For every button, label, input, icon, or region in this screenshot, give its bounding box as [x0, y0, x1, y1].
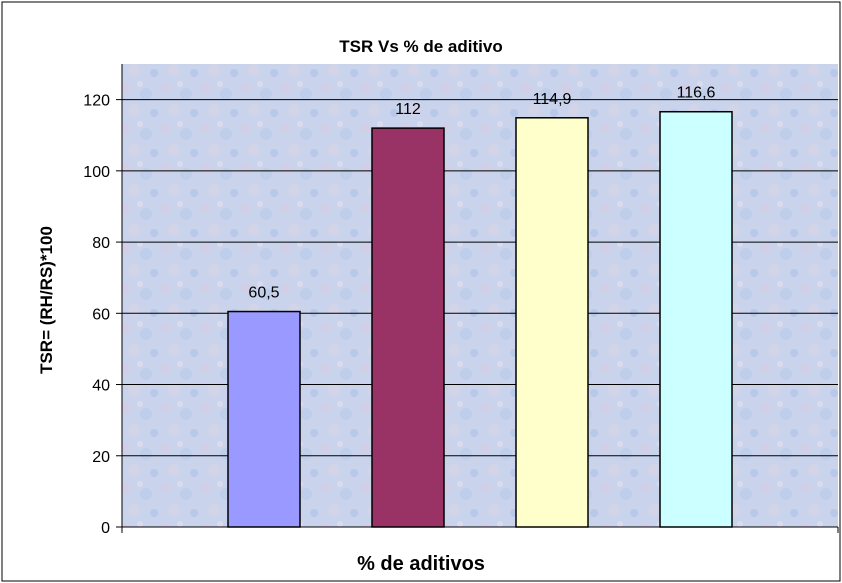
data-label: 116,6 — [677, 85, 716, 102]
axes — [116, 64, 839, 533]
y-tick-label: 120 — [83, 93, 110, 110]
y-tick-label: 40 — [92, 378, 110, 395]
bar — [515, 117, 589, 528]
bar — [371, 127, 445, 528]
data-label: 60,5 — [248, 285, 279, 302]
y-tick-labels: 0 20 40 60 80 100 120 — [83, 93, 110, 537]
data-labels: 60,5 112 114,9 116,6 — [248, 85, 715, 302]
bar — [227, 310, 301, 528]
y-tick-label: 0 — [101, 520, 110, 537]
x-axis-label: % de aditivos — [357, 553, 485, 575]
data-label: 112 — [395, 101, 421, 118]
bar — [659, 110, 733, 528]
y-axis-label: TSR= (RH/RS)*100 — [37, 226, 56, 374]
y-tick-label: 60 — [92, 306, 110, 323]
y-tick-label: 100 — [83, 164, 110, 181]
bars-group — [227, 110, 733, 528]
y-tick-label: 80 — [92, 235, 110, 252]
data-label: 114,9 — [533, 91, 572, 108]
chart-title: TSR Vs % de aditivo — [339, 37, 502, 56]
y-tick-label: 20 — [92, 449, 110, 466]
